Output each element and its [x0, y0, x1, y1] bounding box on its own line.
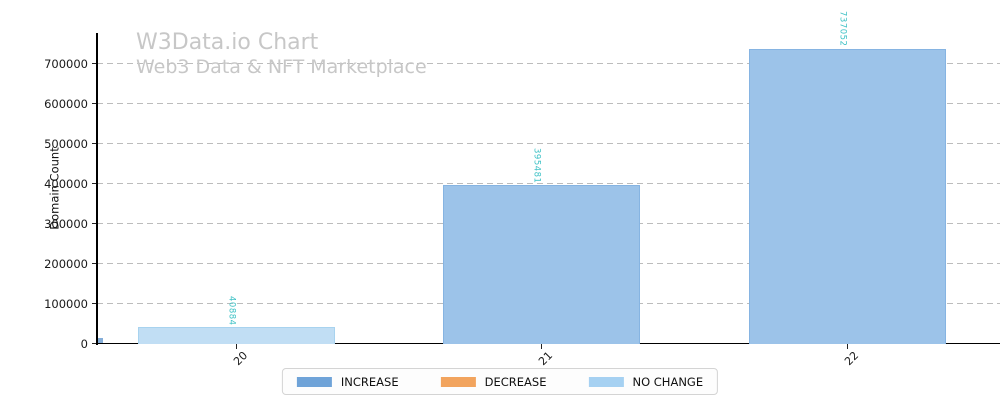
- legend-item: INCREASE: [296, 374, 399, 389]
- chart-title-block: W3Data.io Chart Web3 Data & NFT Marketpl…: [136, 30, 427, 79]
- y-tick-label: 100000: [44, 296, 88, 311]
- legend-swatch-icon: [588, 376, 624, 387]
- bar-value-label: 40884: [226, 295, 237, 326]
- y-tick-label: 700000: [44, 56, 88, 71]
- y-tick-mark: [91, 62, 96, 65]
- y-tick-mark: [91, 142, 96, 145]
- x-tick-mark: [540, 344, 543, 349]
- y-axis-spine: [96, 33, 98, 345]
- legend-label: INCREASE: [340, 374, 399, 389]
- x-tick-mark: [846, 344, 849, 349]
- y-tick-label: 0: [80, 336, 88, 351]
- bar-value-label: 737052: [837, 11, 848, 47]
- y-gridline: [97, 63, 1000, 64]
- y-tick-mark: [91, 222, 96, 225]
- x-tick-label: 21: [535, 349, 555, 369]
- y-tick-mark: [91, 102, 96, 105]
- legend: INCREASE DECREASE NO CHANGE: [281, 368, 719, 395]
- legend-swatch-icon: [440, 376, 476, 387]
- y-tick-label: 500000: [44, 136, 88, 151]
- bar: [749, 48, 946, 345]
- bar: [443, 185, 640, 345]
- y-tick-label: 200000: [44, 256, 88, 271]
- edge-clipped-bar: [97, 337, 103, 343]
- y-axis-label: Domain Count: [47, 147, 62, 230]
- y-tick-label: 300000: [44, 216, 88, 231]
- y-tick-label: 600000: [44, 96, 88, 111]
- x-tick-mark: [235, 344, 238, 349]
- legend-item: NO CHANGE: [588, 375, 703, 389]
- y-tick-label: 400000: [44, 176, 88, 191]
- chart-title: W3Data.io Chart: [136, 30, 319, 55]
- x-tick-label: 22: [841, 349, 861, 369]
- bar-value-label: 395481: [531, 147, 542, 184]
- legend-label: DECREASE: [484, 374, 547, 389]
- chart-subtitle: Web3 Data & NFT Marketplace: [136, 56, 427, 78]
- y-gridline: [97, 143, 1000, 144]
- legend-label: NO CHANGE: [632, 374, 704, 389]
- x-tick-label: 20: [230, 349, 250, 369]
- y-tick-mark: [91, 342, 96, 345]
- y-gridline: [97, 183, 1000, 184]
- y-tick-mark: [91, 262, 96, 265]
- legend-item: DECREASE: [440, 374, 547, 389]
- y-tick-mark: [91, 182, 96, 185]
- legend-swatch-icon: [296, 376, 332, 387]
- bar: [138, 327, 335, 345]
- y-tick-mark: [91, 302, 96, 305]
- y-gridline: [97, 103, 1000, 104]
